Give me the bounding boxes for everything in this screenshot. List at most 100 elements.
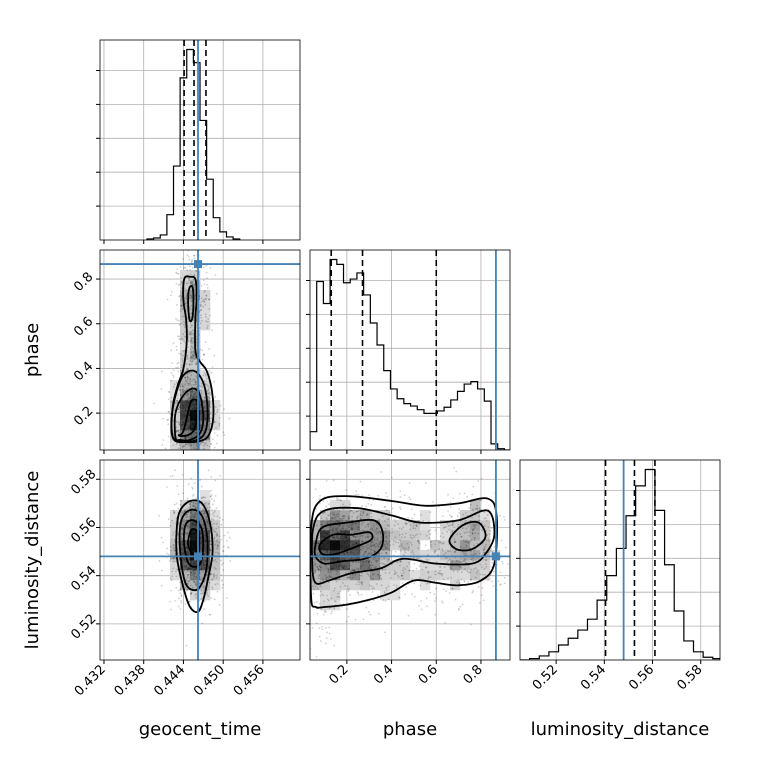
sample-point <box>350 551 353 553</box>
sample-point <box>442 578 445 581</box>
sample-point <box>332 543 334 546</box>
sample-point <box>200 563 203 566</box>
sample-point <box>500 539 503 542</box>
sample-point <box>441 600 443 603</box>
sample-point <box>192 501 194 504</box>
sample-point <box>169 413 172 415</box>
sample-point <box>202 508 205 511</box>
sample-point <box>199 532 202 535</box>
sample-point <box>384 535 387 538</box>
sample-point <box>191 573 194 576</box>
density-cell <box>330 560 341 571</box>
sample-point <box>194 500 197 503</box>
sample-point <box>170 290 173 293</box>
sample-point <box>229 536 231 539</box>
sample-point <box>205 375 207 377</box>
sample-point <box>485 558 488 561</box>
sample-point <box>342 517 345 520</box>
density-cell <box>480 570 491 581</box>
sample-point <box>325 567 328 570</box>
sample-point <box>185 399 188 402</box>
sample-point <box>386 495 388 498</box>
sample-point <box>435 587 437 590</box>
sample-point <box>187 553 190 556</box>
sample-point <box>198 427 201 430</box>
sample-point <box>477 585 480 588</box>
sample-point <box>195 407 197 410</box>
sample-point <box>169 545 172 548</box>
sample-point <box>341 546 343 549</box>
sample-point <box>180 296 183 299</box>
sample-point <box>195 583 197 586</box>
sample-point <box>186 392 189 395</box>
sample-point <box>175 381 178 384</box>
sample-point <box>190 384 192 386</box>
sample-point <box>192 355 195 358</box>
sample-point <box>315 600 318 603</box>
sample-point <box>191 486 194 489</box>
sample-point <box>334 546 336 549</box>
sample-point <box>356 517 359 520</box>
sample-point <box>169 524 172 527</box>
sample-point <box>210 422 212 425</box>
sample-point <box>450 568 453 570</box>
sample-point <box>320 608 323 610</box>
sample-point <box>180 353 183 356</box>
sample-point <box>175 271 178 274</box>
sample-point <box>322 532 325 535</box>
sample-point <box>325 550 328 553</box>
sample-point <box>180 533 183 536</box>
sample-point <box>321 529 324 532</box>
sample-point <box>358 581 361 584</box>
sample-point <box>216 582 219 585</box>
sample-point <box>202 567 205 570</box>
sample-point <box>184 438 187 440</box>
sample-point <box>412 534 414 537</box>
sample-point <box>459 533 462 535</box>
sample-point <box>202 525 205 527</box>
sample-point <box>204 435 207 438</box>
sample-point <box>316 566 319 569</box>
sample-point <box>198 310 201 312</box>
density-cell <box>340 560 351 571</box>
sample-point <box>200 565 203 568</box>
sample-point <box>347 515 350 518</box>
sample-point <box>463 546 465 549</box>
sample-point <box>184 409 187 412</box>
sample-point <box>189 424 192 427</box>
sample-point <box>188 414 191 416</box>
sample-point <box>482 573 484 576</box>
sample-point <box>486 539 488 542</box>
sample-point <box>190 419 192 422</box>
sample-point <box>198 451 200 453</box>
sample-point <box>209 495 212 498</box>
sample-point <box>352 535 355 538</box>
sample-point <box>355 510 358 513</box>
sample-point <box>345 527 348 530</box>
sample-point <box>179 588 182 591</box>
sample-point <box>193 575 195 577</box>
sample-point <box>190 331 192 334</box>
density-cell <box>210 520 221 531</box>
sample-point <box>191 549 194 551</box>
sample-point <box>353 531 356 533</box>
sample-point <box>192 493 195 496</box>
sample-point <box>172 546 175 549</box>
sample-point <box>348 539 351 541</box>
sample-point <box>409 536 412 539</box>
sample-point <box>191 416 194 419</box>
density-cell <box>420 510 431 521</box>
sample-point <box>191 347 194 350</box>
sample-point <box>188 258 191 261</box>
sample-point <box>193 410 196 413</box>
sample-point <box>199 578 201 581</box>
sample-point <box>179 388 181 391</box>
sample-point <box>203 559 206 562</box>
sample-point <box>472 590 475 592</box>
sample-point <box>187 277 190 280</box>
sample-point <box>477 515 480 518</box>
sample-point <box>434 550 437 553</box>
sample-point <box>209 314 211 317</box>
sample-point <box>209 402 212 405</box>
sample-point <box>414 527 417 530</box>
